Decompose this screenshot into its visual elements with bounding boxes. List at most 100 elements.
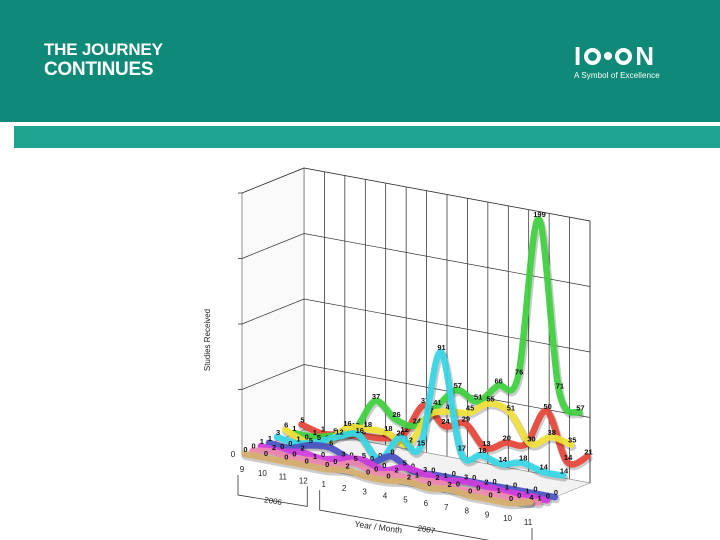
data-label: 0 (252, 442, 256, 451)
x-tick-label: 2 (342, 484, 347, 493)
data-label: 20 (396, 428, 404, 437)
y-axis-title: Studies Received (203, 309, 212, 371)
x-tick-label: 9 (240, 465, 245, 474)
data-label: 0 (325, 460, 329, 469)
data-label: 57 (454, 381, 462, 390)
title-line-2: CONTINUES (44, 59, 154, 80)
data-label: 51 (507, 403, 515, 412)
data-label: 1 (415, 471, 419, 480)
x-tick-label: 4 (383, 492, 388, 501)
x-tick-label: 12 (299, 476, 308, 485)
data-label: 15 (417, 439, 425, 448)
x-tick-label: 5 (403, 495, 408, 504)
x-tick-label: 7 (444, 503, 449, 512)
data-label: 0 (284, 453, 288, 462)
logo-letter-i: I (574, 41, 582, 71)
data-label: 1 (497, 486, 501, 495)
x-tick-label: 6 (424, 499, 429, 508)
data-label: 3 (276, 428, 280, 437)
data-label: 2 (407, 473, 411, 482)
y-gridline (241, 233, 591, 287)
data-label: 1 (525, 486, 529, 495)
data-label: 5 (354, 454, 358, 463)
data-label: 14 (539, 463, 548, 472)
header-banner (0, 0, 720, 122)
data-label: 0 (378, 451, 382, 460)
data-label: 18 (364, 420, 372, 429)
x-tick-label: 9 (485, 510, 490, 519)
data-label: 1 (505, 483, 509, 492)
logo-ring-icon (584, 47, 602, 65)
series-ribbon (257, 442, 551, 504)
data-label: 5 (333, 426, 337, 435)
data-label: 14 (564, 453, 573, 462)
data-label: 2 (346, 461, 350, 470)
data-label: 0 (321, 450, 325, 459)
title-line-1: THE JOURNEY (44, 40, 163, 59)
data-label: 0 (476, 483, 480, 492)
data-label: 57 (576, 404, 584, 413)
y-gridline (241, 298, 591, 353)
series-ribbon (241, 450, 534, 507)
data-label: 14 (560, 467, 569, 476)
x-tick-label: 3 (362, 488, 367, 497)
data-label: 199 (533, 210, 546, 219)
data-label: 29 (462, 414, 470, 423)
data-label: 1 (292, 424, 296, 433)
data-label: 66 (494, 377, 502, 386)
data-label: 6 (329, 439, 333, 448)
data-label: 37 (421, 396, 429, 405)
data-label: 0 (243, 445, 247, 454)
data-label: 18 (478, 446, 486, 455)
icon-logo: I N A Symbol of Excellence (574, 41, 660, 80)
data-label: 1 (538, 493, 542, 502)
x-tick-label: 11 (524, 518, 533, 527)
data-label: 0 (513, 481, 517, 490)
data-label: 20 (503, 434, 511, 443)
data-label: 8 (390, 447, 394, 456)
data-label: 14 (499, 455, 508, 464)
data-label: 71 (556, 381, 564, 390)
data-label: 55 (486, 394, 494, 403)
logo-letter-n: N (635, 41, 655, 71)
data-label: 0 (472, 473, 476, 482)
data-label: 24 (441, 417, 450, 426)
data-label: 4 (529, 493, 534, 502)
data-label: 0 (280, 442, 284, 451)
data-label: 5 (300, 415, 304, 424)
data-label: 26 (392, 410, 400, 419)
logo-ring-icon (615, 47, 633, 65)
data-label: 30 (527, 435, 535, 444)
year-label: 2006 (264, 495, 284, 507)
logo-mark: I N (574, 41, 660, 71)
data-label: 1 (444, 471, 448, 480)
data-label: 16 (356, 426, 364, 435)
data-label: 2 (301, 443, 305, 452)
x-tick-label: 10 (258, 469, 267, 478)
data-label: 2 (448, 480, 452, 489)
data-label: 5 (309, 436, 313, 445)
data-label: 41 (433, 398, 441, 407)
data-label: 5 (403, 458, 407, 467)
data-label: 17 (458, 444, 466, 453)
data-label: 2 (395, 466, 399, 475)
logo-tagline: A Symbol of Excellence (574, 71, 660, 80)
data-label: 0 (517, 491, 521, 500)
data-label: 0 (370, 454, 374, 463)
data-label: 91 (437, 343, 445, 352)
data-label: 3 (423, 465, 427, 474)
data-label: 2 (484, 477, 488, 486)
data-label: 12 (335, 427, 343, 436)
data-label: 18 (519, 454, 527, 463)
data-label: 5 (362, 451, 366, 460)
data-label: 2 (435, 473, 439, 482)
year-bracket (237, 475, 308, 507)
data-label: 0 (305, 456, 309, 465)
x-tick-label: 11 (279, 473, 288, 482)
data-label: 0 (431, 465, 435, 474)
data-label: 0 (489, 490, 493, 499)
data-label: 0 (411, 462, 415, 471)
data-label: 76 (515, 367, 523, 376)
data-label: 1 (260, 437, 264, 446)
